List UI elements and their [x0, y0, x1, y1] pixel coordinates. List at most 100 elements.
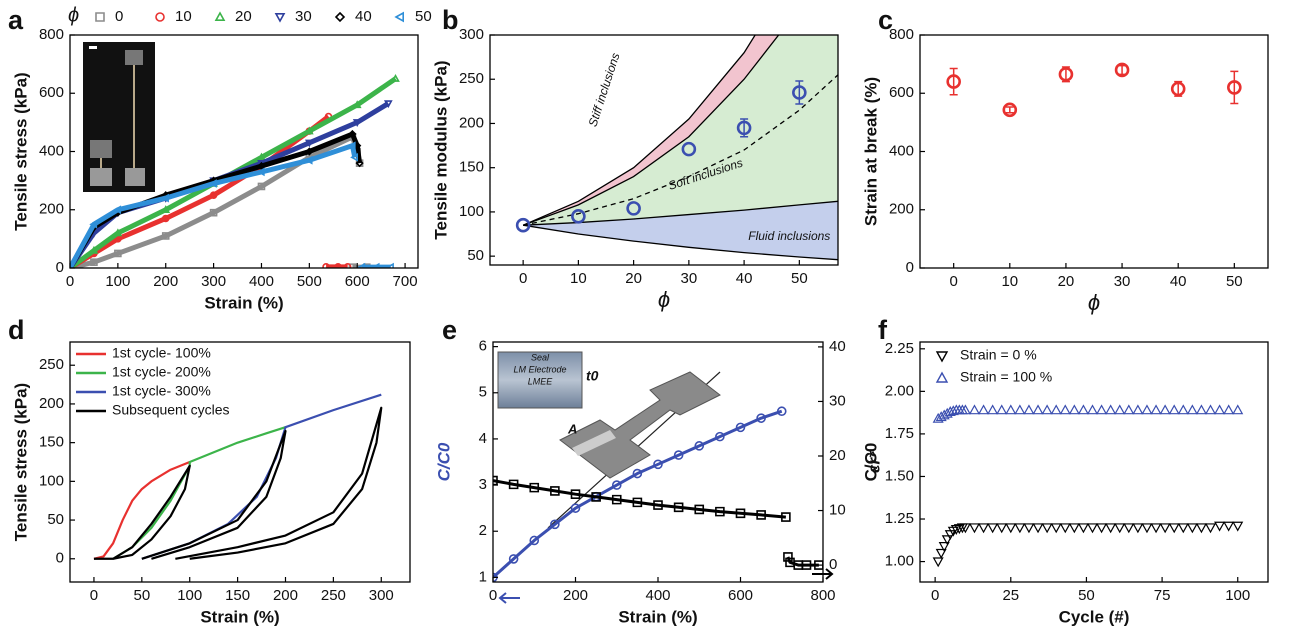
y-tick-label: 50 [47, 511, 64, 528]
marker [1214, 521, 1226, 532]
inset-label: Seal [531, 352, 550, 362]
x-tick-label: 800 [810, 587, 835, 604]
marker [1032, 404, 1044, 415]
marker [89, 245, 99, 254]
marker [756, 510, 766, 520]
marker [1041, 404, 1053, 415]
y-tick-label: 1 [479, 568, 487, 585]
marker [322, 263, 330, 268]
marker [257, 161, 266, 171]
y-tick-label: 400 [889, 142, 914, 159]
x-tick-label: 100 [105, 273, 130, 290]
marker [941, 535, 953, 546]
marker [347, 141, 356, 151]
marker [1204, 523, 1217, 534]
annotation: Stiff inclusions [586, 51, 623, 128]
x-tick-label: 10 [1001, 273, 1018, 290]
y-tick-label: 250 [39, 356, 64, 373]
marker [1050, 523, 1062, 534]
marker [1227, 80, 1242, 95]
x-axis-label: Cycle (#) [1059, 607, 1130, 626]
marker [1068, 404, 1080, 415]
marker [113, 228, 123, 237]
marker [274, 13, 286, 23]
marker [932, 557, 944, 568]
x-tick-label: 25 [1002, 587, 1019, 604]
inset-label: A [567, 421, 577, 436]
x-axis-label: Strain (%) [618, 607, 697, 626]
legend-title: ϕ [68, 4, 79, 26]
marker [987, 523, 999, 534]
panel-label: e [442, 315, 457, 345]
legend-label: 1st cycle- 100% [112, 345, 211, 361]
y-tick-label: 200 [889, 201, 914, 218]
marker [570, 503, 581, 513]
marker [1132, 523, 1144, 534]
marker [996, 523, 1008, 534]
legend-label: 1st cycle- 300% [112, 383, 211, 399]
y-tick-label: 150 [39, 434, 64, 451]
marker [632, 468, 643, 479]
series-line [493, 409, 783, 579]
marker [591, 492, 601, 502]
x-tick-label: 0 [66, 273, 74, 290]
marker [987, 404, 999, 415]
marker [673, 502, 684, 513]
marker [1114, 404, 1126, 415]
marker [343, 263, 352, 268]
marker [1105, 523, 1117, 534]
marker [550, 519, 560, 530]
marker [391, 74, 400, 82]
marker [776, 406, 787, 417]
marker [935, 371, 949, 383]
marker [334, 263, 342, 268]
x-tick-label: 300 [201, 273, 226, 290]
y-axis-label: Tensile stress (kPa) [11, 72, 30, 230]
error-bar [1230, 70, 1239, 105]
marker [355, 159, 364, 168]
x-tick-label: 0 [519, 270, 527, 287]
y-tick-label: 5 [479, 384, 487, 401]
series-line [141, 429, 287, 560]
marker [352, 119, 362, 128]
y-tick-label: 0 [906, 259, 914, 276]
marker [735, 508, 746, 519]
marker [386, 262, 394, 268]
marker [783, 552, 793, 562]
marker [947, 405, 959, 416]
marker [1168, 404, 1180, 415]
marker [673, 450, 684, 460]
y-axis-label: C/C0 [861, 443, 880, 482]
marker [1077, 523, 1089, 534]
y-tick-label: 50 [467, 247, 484, 264]
marker [1114, 62, 1130, 78]
plot-frame [489, 34, 839, 266]
marker [611, 494, 622, 505]
marker [1096, 404, 1108, 415]
legend-label: Strain = 0 % [960, 347, 1037, 363]
marker [357, 262, 366, 268]
marker [352, 100, 362, 109]
marker [968, 404, 980, 415]
y2-tick-label: 20 [829, 447, 846, 464]
x-tick-label: 50 [133, 587, 150, 604]
x-tick-label: 600 [345, 273, 370, 290]
series-line [93, 460, 191, 560]
marker [715, 431, 725, 442]
marker [632, 497, 643, 508]
legend-label: 20 [235, 8, 252, 25]
marker [950, 525, 962, 535]
marker [348, 129, 357, 139]
marker [161, 232, 170, 240]
y-tick-label: 800 [39, 26, 64, 43]
marker [935, 548, 947, 559]
x-tick-label: 100 [1225, 587, 1250, 604]
marker [1150, 523, 1162, 534]
y-axis-label: C/C0 [434, 442, 453, 481]
marker [1186, 404, 1198, 415]
y-tick-label: 150 [459, 159, 484, 176]
marker [801, 560, 812, 570]
x-tick-label: 30 [1114, 273, 1131, 290]
marker [1086, 404, 1099, 415]
marker [529, 482, 540, 493]
